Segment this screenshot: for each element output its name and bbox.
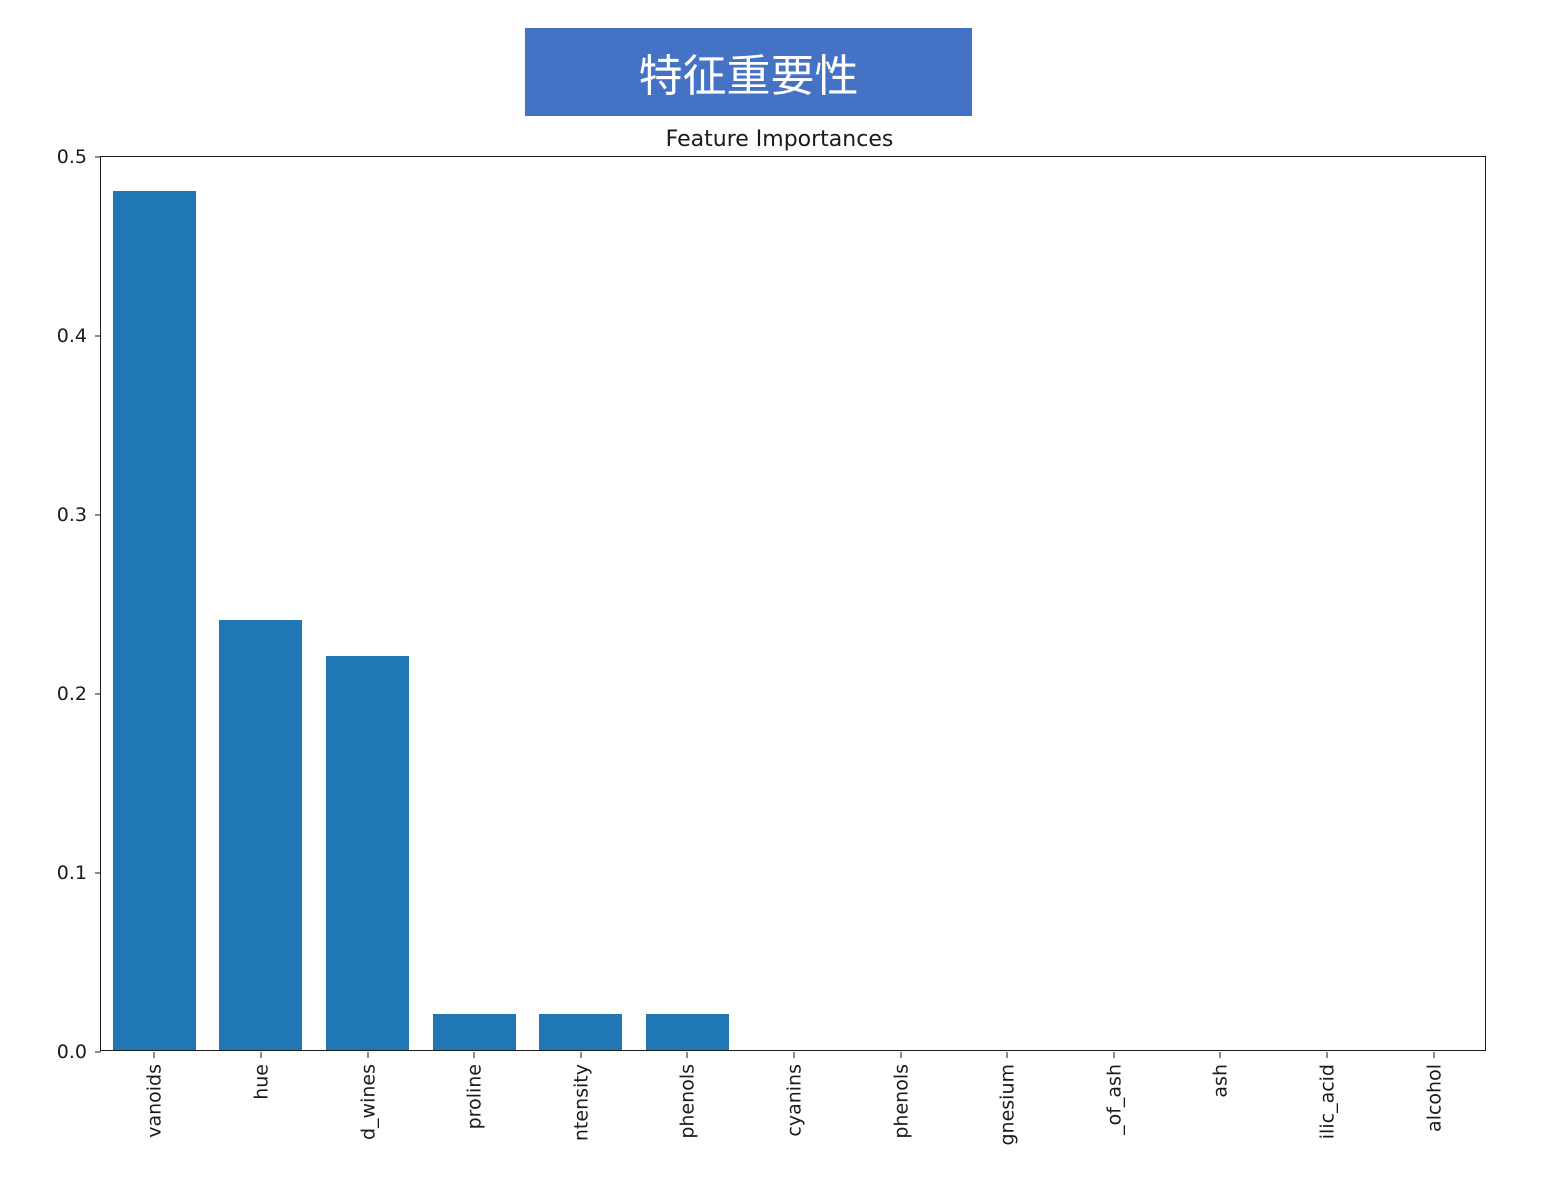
xtick-label: ash — [1220, 1030, 1242, 1064]
xtick-label: ilic_acid — [1327, 989, 1349, 1064]
xtick-label: vanoids — [154, 990, 176, 1064]
xtick-label: hue — [261, 1028, 283, 1064]
plot-area: 0.00.10.20.30.40.5vanoidshued_winesproli… — [100, 156, 1486, 1051]
xtick-label: gnesium — [1007, 982, 1029, 1064]
ytick-label: 0.2 — [57, 683, 87, 705]
xtick-label: ntensity — [581, 987, 603, 1064]
chart-title: Feature Importances — [0, 127, 1559, 152]
ytick-mark — [95, 1052, 101, 1053]
banner-text: 特征重要性 — [639, 40, 859, 104]
ytick-mark — [95, 515, 101, 516]
ytick-mark — [95, 694, 101, 695]
xtick-label: alcohol — [1434, 996, 1456, 1064]
xtick-label: proline — [474, 999, 496, 1064]
ytick-mark — [95, 157, 101, 158]
bar — [219, 620, 302, 1050]
ytick-label: 0.0 — [57, 1041, 87, 1063]
xtick-label: phenols — [687, 989, 709, 1064]
ytick-label: 0.3 — [57, 504, 87, 526]
xtick-label: d_wines — [368, 988, 390, 1064]
ytick-mark — [95, 336, 101, 337]
ytick-label: 0.1 — [57, 862, 87, 884]
banner-badge: 特征重要性 — [525, 28, 972, 116]
figure-container: 特征重要性 Feature Importances 0.00.10.20.30.… — [0, 0, 1559, 1202]
xtick-label: _of_ash — [1114, 993, 1136, 1064]
xtick-label: cyanins — [794, 991, 816, 1064]
ytick-label: 0.4 — [57, 325, 87, 347]
ytick-label: 0.5 — [57, 146, 87, 168]
bar — [113, 191, 196, 1050]
xtick-label: phenols — [901, 989, 923, 1064]
ytick-mark — [95, 873, 101, 874]
